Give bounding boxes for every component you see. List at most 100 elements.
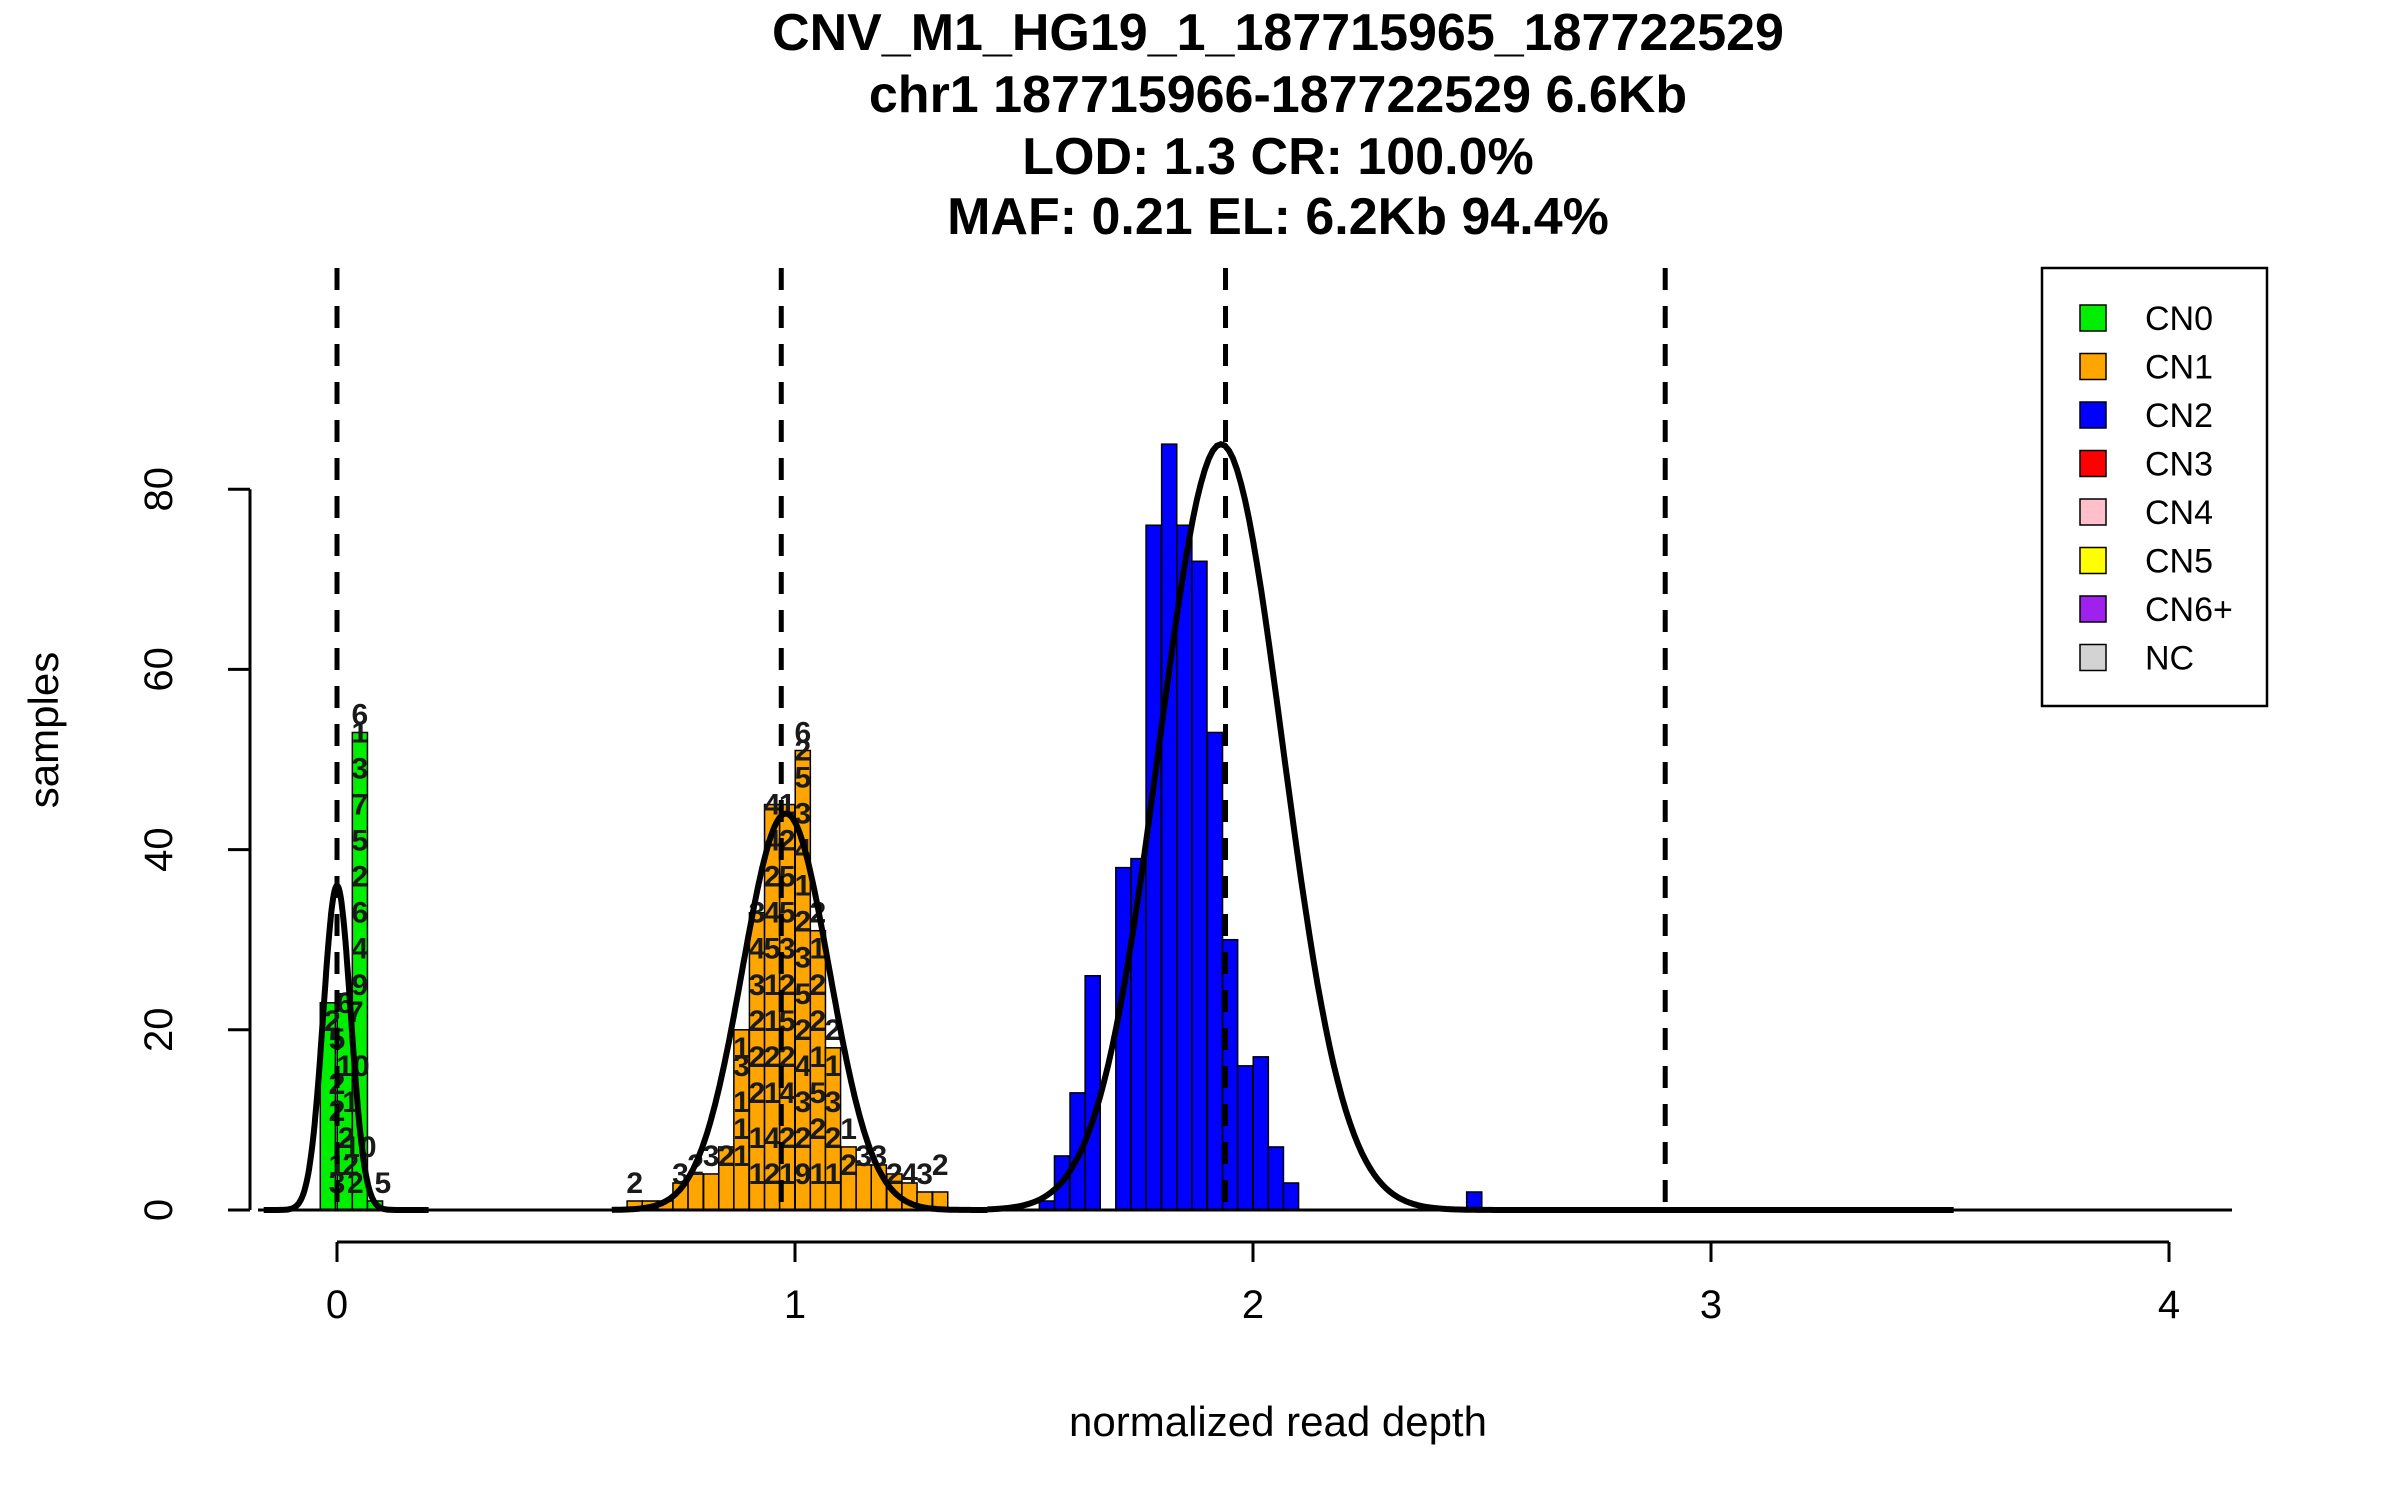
y-tick-label: 60 xyxy=(137,647,181,692)
bar-count-label: 2 xyxy=(626,1167,643,1200)
bar-cn2-13 xyxy=(1252,1056,1270,1211)
bar-count-label: 2 xyxy=(338,1122,355,1155)
legend-label: CN1 xyxy=(2145,349,2213,387)
bar-count-label: 3 xyxy=(825,1086,842,1119)
legend-swatch-cn5 xyxy=(2079,546,2107,575)
bar-count-label: 5 xyxy=(794,978,811,1011)
bar-count-label: 2 xyxy=(810,969,827,1002)
x-axis-label: normalized read depth xyxy=(1069,1398,1487,1445)
bar-count-label: 2 xyxy=(342,1149,359,1182)
bar-count-label: 1 xyxy=(749,1158,766,1191)
bar-count-label: 4 xyxy=(749,933,766,966)
bar-count-label: 3 xyxy=(794,798,811,831)
bar-cn2-12 xyxy=(1236,1065,1254,1211)
bar-count-label: 2 xyxy=(886,1158,903,1191)
x-tick-label: 0 xyxy=(326,1283,348,1327)
bar-count-label: 1 xyxy=(825,1158,842,1191)
legend-swatch-cn6plus xyxy=(2079,595,2107,623)
legend-swatch-cn1 xyxy=(2079,352,2107,381)
bar-count-label: 9 xyxy=(352,969,369,1002)
bar-count-label: 4 xyxy=(764,897,781,930)
bar-cn2-7 xyxy=(1160,443,1178,1211)
bar-count-label: 2 xyxy=(810,1113,827,1146)
bar-cn2-14 xyxy=(1267,1146,1285,1211)
title-line-4: MAF: 0.21 EL: 6.2Kb 94.4% xyxy=(947,188,1609,246)
y-tick-label: 0 xyxy=(137,1199,181,1221)
legend-label: CN3 xyxy=(2145,446,2213,484)
bar-count-label: 1 xyxy=(794,870,811,903)
bar-count-label: 6 xyxy=(352,897,369,930)
y-axis-label: samples xyxy=(20,652,67,808)
bar-count-label: 3 xyxy=(703,1140,720,1173)
bar-count-label: 1 xyxy=(764,1005,781,1038)
bar-count-label: 1 xyxy=(733,1086,750,1119)
bar-count-label: 2 xyxy=(749,1005,766,1038)
bar-count-label: 3 xyxy=(733,1050,750,1083)
bar-count-label: 4 xyxy=(352,933,369,966)
legend-label: CN0 xyxy=(2145,300,2213,338)
bar-count-label: 2 xyxy=(810,1005,827,1038)
bar-count-labels: 6137526496275102122101232523232111311122… xyxy=(324,698,948,1200)
bar-count-label: 3 xyxy=(916,1158,933,1191)
bar-count-label: 5 xyxy=(810,1077,827,1110)
bar-count-label: 5 xyxy=(374,1167,391,1200)
bar-count-label: 1 xyxy=(733,1140,750,1173)
bar-count-label: 4 xyxy=(794,1050,811,1083)
bar-count-label: 2 xyxy=(825,1122,842,1155)
y-tick-label: 20 xyxy=(137,1008,181,1053)
bar-count-label: 2 xyxy=(794,1014,811,1047)
y-tick-label: 40 xyxy=(137,827,181,872)
title-line-1: CNV_M1_HG19_1_187715965_187722529 xyxy=(772,4,1784,62)
x-tick-label: 4 xyxy=(2158,1283,2180,1327)
bar-count-label: 7 xyxy=(352,789,369,822)
bar-count-label: 2 xyxy=(347,1167,364,1200)
bar-count-label: 2 xyxy=(764,1158,781,1191)
legend-label: CN4 xyxy=(2145,494,2213,532)
legend-label: CN6+ xyxy=(2145,591,2233,629)
bar-count-label: 3 xyxy=(352,753,369,786)
bar-count-label: 2 xyxy=(932,1149,949,1182)
bar-count-label: 2 xyxy=(749,1077,766,1110)
bar-count-label: 5 xyxy=(794,762,811,795)
bar-count-label: 1 xyxy=(764,1077,781,1110)
bar-count-label: 2 xyxy=(749,1041,766,1074)
histogram-bars xyxy=(319,443,1483,1211)
bar-count-label: 1 xyxy=(329,1149,346,1182)
bar-count-label: 1 xyxy=(764,969,781,1002)
copy-number-dashed-lines xyxy=(334,268,1668,1210)
bar-cn1-5 xyxy=(702,1173,720,1211)
bar-count-label: 2 xyxy=(794,734,811,767)
legend-swatch-nc xyxy=(2079,643,2107,672)
bar-count-label: 1 xyxy=(825,1050,842,1083)
density-curves xyxy=(263,440,1954,1213)
bar-count-label: 4 xyxy=(764,1122,781,1155)
bar-count-label: 2 xyxy=(794,1122,811,1155)
bar-count-label: 2 xyxy=(840,1149,857,1182)
bar-cn2-10 xyxy=(1206,731,1224,1211)
bar-cn2-4 xyxy=(1115,866,1132,1211)
bar-cn2-8 xyxy=(1175,524,1193,1211)
legend-swatch-cn2 xyxy=(2079,401,2107,429)
bar-count-label: 2 xyxy=(764,1041,781,1074)
bar-count-label: 1 xyxy=(840,1113,857,1146)
title-line-2: chr1 187715966-187722529 6.6Kb xyxy=(869,66,1687,124)
bar-count-label: 2 xyxy=(764,861,781,894)
bar-count-label: 1 xyxy=(810,1041,827,1074)
bar-cn2-6 xyxy=(1145,524,1162,1211)
bar-cn2-15 xyxy=(1282,1182,1300,1211)
bar-cn2-9 xyxy=(1191,560,1208,1211)
legend-box xyxy=(2040,266,2269,708)
bar-count-label: 3 xyxy=(794,942,811,975)
x-tick-label: 1 xyxy=(784,1283,806,1327)
bar-count-label: 3 xyxy=(794,1086,811,1119)
bar-count-label: 5 xyxy=(764,933,781,966)
bar-count-label: 1 xyxy=(352,716,369,749)
bar-count-label: 2 xyxy=(352,861,369,894)
bar-count-label: 2 xyxy=(718,1140,735,1173)
legend-label: CN2 xyxy=(2145,397,2213,435)
bar-count-label: 4 xyxy=(764,789,781,822)
legend-swatch-cn4 xyxy=(2079,498,2107,526)
bar-count-label: 1 xyxy=(810,1158,827,1191)
